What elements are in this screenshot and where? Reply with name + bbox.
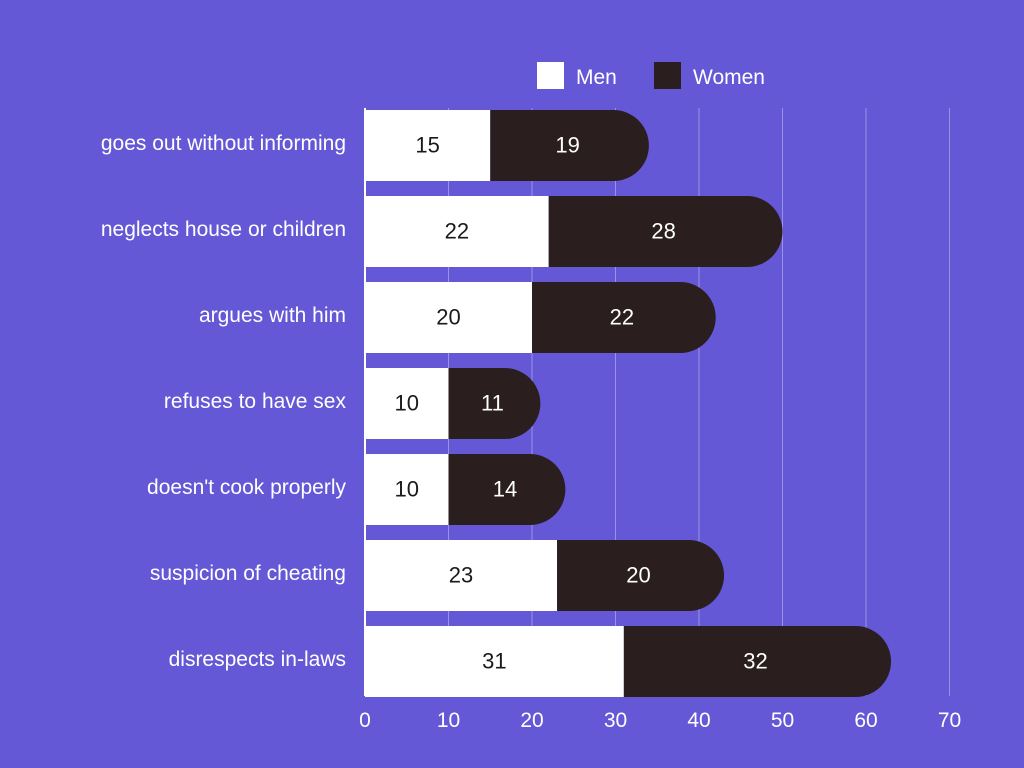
bar-men-segment xyxy=(365,368,449,439)
bar-women-segment xyxy=(448,368,541,439)
bar-women-value-label: 20 xyxy=(626,562,650,587)
bar-men-segment xyxy=(365,110,491,181)
x-tick-label-40: 40 xyxy=(687,709,710,732)
bar-women-segment xyxy=(448,454,566,525)
bar-women-value-label: 32 xyxy=(743,648,767,673)
bar-women-segment xyxy=(490,110,649,181)
x-tick-label-50: 50 xyxy=(771,709,794,732)
category-label: disrespects in-laws xyxy=(169,648,346,671)
bar-men-value-label: 10 xyxy=(395,476,419,501)
x-tick-label-20: 20 xyxy=(520,709,543,732)
legend-women-swatch xyxy=(654,62,681,89)
bar-men-value-label: 10 xyxy=(395,390,419,415)
bar-men-value-label: 31 xyxy=(482,648,506,673)
bar-men-segment xyxy=(365,626,624,697)
legend-men-swatch xyxy=(537,62,564,89)
bar-women-value-label: 14 xyxy=(493,476,517,501)
bar-women-segment xyxy=(557,540,725,611)
x-tick-label-10: 10 xyxy=(437,709,460,732)
bar-men-segment xyxy=(365,540,558,611)
bar-men-value-label: 20 xyxy=(436,304,460,329)
x-tick-label-60: 60 xyxy=(854,709,877,732)
x-tick-label-70: 70 xyxy=(938,709,961,732)
x-tick-label-30: 30 xyxy=(604,709,627,732)
bar-women-value-label: 19 xyxy=(555,132,579,157)
bar-men-value-label: 23 xyxy=(449,562,473,587)
x-axis-tick-labels: 0 10 20 30 40 50 60 70 xyxy=(359,709,961,732)
bar-women-value-label: 28 xyxy=(651,218,675,243)
category-label: refuses to have sex xyxy=(164,390,347,413)
x-tick-label-0: 0 xyxy=(359,709,371,732)
bar-women-segment xyxy=(532,282,716,353)
bar-women-segment xyxy=(623,626,892,697)
bar-men-segment xyxy=(365,282,532,353)
bars: 15 19 22 28 20 22 10 11 10 14 23 20 31 32 xyxy=(365,110,892,697)
category-label: suspicion of cheating xyxy=(150,562,346,585)
bar-women-value-label: 22 xyxy=(610,304,634,329)
legend-women-label: Women xyxy=(693,66,765,89)
category-label: goes out without informing xyxy=(101,132,346,155)
category-label: argues with him xyxy=(199,304,346,327)
bar-men-segment xyxy=(365,196,549,267)
category-label: neglects house or children xyxy=(101,218,346,241)
bar-women-value-label: 11 xyxy=(481,390,504,415)
bar-men-value-label: 15 xyxy=(415,132,439,157)
bar-men-value-label: 22 xyxy=(445,218,469,243)
category-label: doesn't cook properly xyxy=(147,476,346,499)
category-labels: goes out without informing neglects house… xyxy=(101,132,347,671)
legend: Men Women xyxy=(537,62,765,89)
bar-women-segment xyxy=(548,196,783,267)
bar-men-segment xyxy=(365,454,449,525)
legend-men-label: Men xyxy=(576,66,617,89)
